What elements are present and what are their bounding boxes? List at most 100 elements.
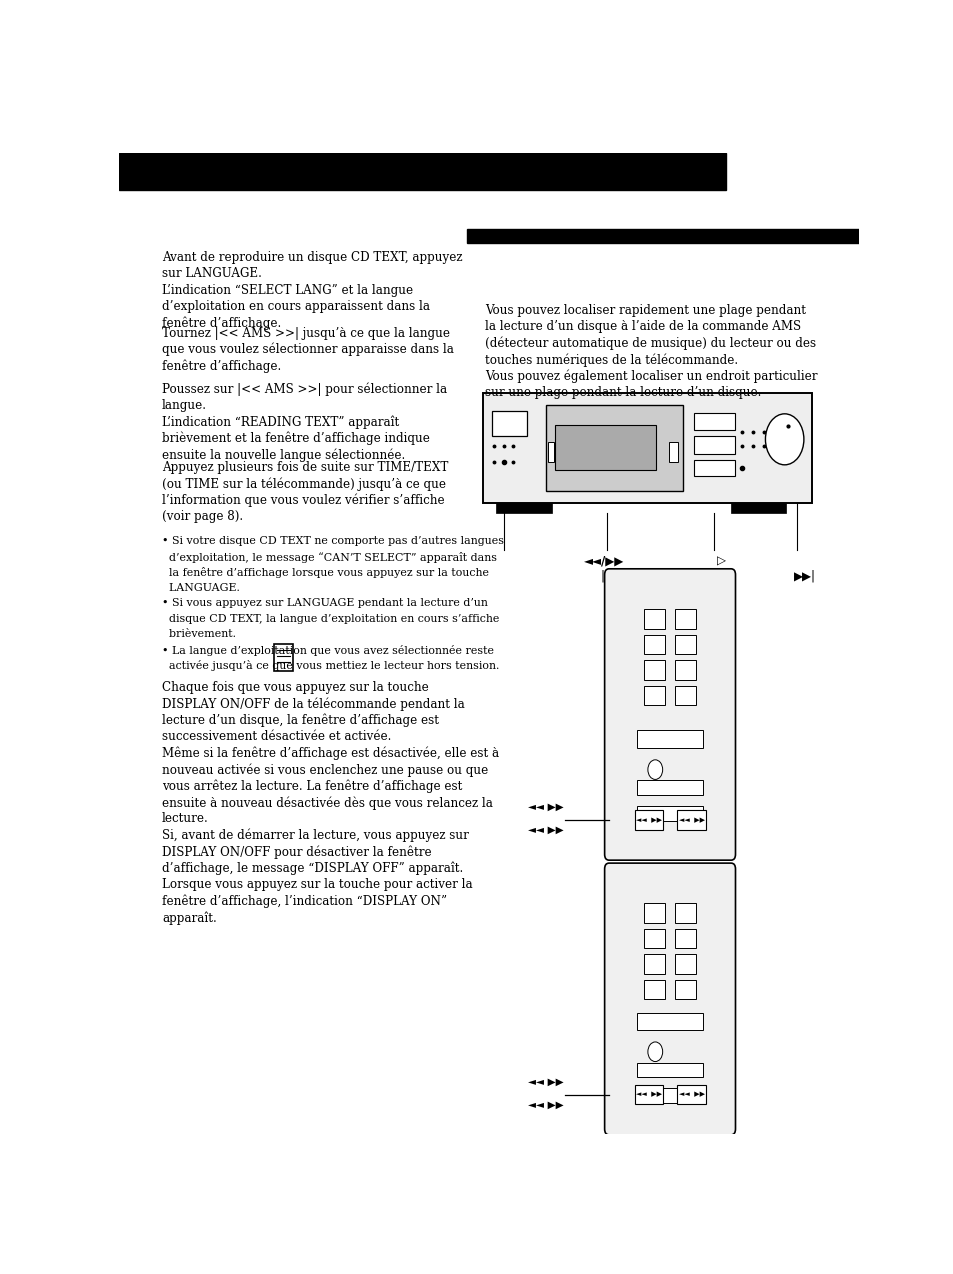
Bar [637, 1088, 702, 1103]
Bar [643, 685, 664, 706]
Text: ◄◄/▶▶: ◄◄/▶▶ [583, 554, 623, 567]
Bar [274, 643, 293, 671]
Text: Avant de reproduire un disque CD TEXT, appuyez: Avant de reproduire un disque CD TEXT, a… [162, 251, 462, 264]
Bar [677, 810, 705, 829]
Bar [643, 929, 664, 948]
Bar [677, 1085, 705, 1105]
Text: ◄◄  ▶▶: ◄◄ ▶▶ [635, 817, 661, 823]
Text: disque CD TEXT, la langue d’exploitation en cours s’affiche: disque CD TEXT, la langue d’exploitation… [162, 614, 499, 624]
Bar [730, 503, 785, 513]
Circle shape [764, 414, 803, 465]
Text: Vous pouvez localiser rapidement une plage pendant: Vous pouvez localiser rapidement une pla… [485, 304, 805, 317]
Text: Même si la fenêtre d’affichage est désactivée, elle est à: Même si la fenêtre d’affichage est désac… [162, 747, 498, 761]
Bar [675, 660, 696, 679]
Bar [634, 810, 662, 829]
FancyBboxPatch shape [604, 568, 735, 860]
Bar [545, 405, 682, 492]
Text: ▶▶|: ▶▶| [793, 569, 815, 582]
Text: la fenêtre d’affichage lorsque vous appuyez sur la touche: la fenêtre d’affichage lorsque vous appu… [162, 567, 489, 578]
Bar [675, 954, 696, 973]
Text: ◄◄ ▶▶: ◄◄ ▶▶ [527, 803, 562, 813]
Bar [637, 1063, 702, 1078]
Text: (voir page 8).: (voir page 8). [162, 511, 243, 524]
Text: que vous voulez sélectionner apparaisse dans la: que vous voulez sélectionner apparaisse … [162, 343, 454, 357]
Text: Chaque fois que vous appuyez sur la touche: Chaque fois que vous appuyez sur la touc… [162, 680, 429, 693]
Bar [637, 781, 702, 795]
Text: Si, avant de démarrer la lecture, vous appuyez sur: Si, avant de démarrer la lecture, vous a… [162, 829, 469, 842]
Text: • Si votre disque CD TEXT ne comporte pas d’autres langues: • Si votre disque CD TEXT ne comporte pa… [162, 536, 503, 547]
Text: ◄◄  ▶▶: ◄◄ ▶▶ [678, 817, 703, 823]
Text: ◄◄  ▶▶: ◄◄ ▶▶ [635, 1092, 661, 1098]
Text: successivement désactivée et activée.: successivement désactivée et activée. [162, 730, 391, 743]
Text: sur LANGUAGE.: sur LANGUAGE. [162, 268, 262, 280]
Text: ▷: ▷ [717, 554, 725, 567]
Text: brièvement et la fenêtre d’affichage indique: brièvement et la fenêtre d’affichage ind… [162, 432, 430, 446]
Text: |◄◄: |◄◄ [599, 569, 621, 582]
Text: L’indication “READING TEXT” apparaît: L’indication “READING TEXT” apparaît [162, 415, 399, 429]
Text: touches numériques de la télécommande.: touches numériques de la télécommande. [485, 353, 738, 367]
Text: activée jusqu’à ce que vous mettiez le lecteur hors tension.: activée jusqu’à ce que vous mettiez le l… [162, 660, 499, 671]
Bar [675, 903, 696, 922]
Text: fenêtre d’affichage.: fenêtre d’affichage. [162, 359, 281, 373]
Bar [554, 424, 656, 470]
Text: vous arrêtez la lecture. La fenêtre d’affichage est: vous arrêtez la lecture. La fenêtre d’af… [162, 780, 462, 792]
Text: Lorsque vous appuyez sur la touche pour activer la: Lorsque vous appuyez sur la touche pour … [162, 878, 473, 892]
Text: (détecteur automatique de musique) du lecteur ou des: (détecteur automatique de musique) du le… [485, 336, 816, 350]
Text: ◄◄ ▶▶: ◄◄ ▶▶ [527, 1099, 562, 1110]
Text: l’information que vous voulez vérifier s’affiche: l’information que vous voulez vérifier s… [162, 494, 444, 507]
Bar [693, 413, 735, 431]
Circle shape [647, 759, 662, 780]
Text: ◄◄ ▶▶: ◄◄ ▶▶ [527, 1077, 562, 1087]
Text: (ou TIME sur la télécommande) jusqu’à ce que: (ou TIME sur la télécommande) jusqu’à ce… [162, 478, 446, 490]
FancyBboxPatch shape [604, 862, 735, 1135]
Text: DISPLAY ON/OFF de la télécommande pendant la: DISPLAY ON/OFF de la télécommande pendan… [162, 697, 464, 711]
Text: L’indication “SELECT LANG” et la langue: L’indication “SELECT LANG” et la langue [162, 284, 413, 297]
Text: d’exploitation, le message “CAN’T SELECT” apparaît dans: d’exploitation, le message “CAN’T SELECT… [162, 552, 497, 563]
Text: apparaît.: apparaît. [162, 911, 216, 925]
Text: Poussez sur |<< AMS >>| pour sélectionner la: Poussez sur |<< AMS >>| pour sélectionne… [162, 382, 447, 396]
Text: ensuite la nouvelle langue sélectionnée.: ensuite la nouvelle langue sélectionnée. [162, 448, 405, 462]
Text: ◄◄ ▶▶: ◄◄ ▶▶ [527, 824, 562, 834]
Bar [675, 980, 696, 1000]
Text: langue.: langue. [162, 399, 207, 412]
Bar [643, 980, 664, 1000]
Bar [675, 929, 696, 948]
Bar [637, 1013, 702, 1031]
Text: DISPLAY ON/OFF pour désactiver la fenêtre: DISPLAY ON/OFF pour désactiver la fenêtr… [162, 846, 432, 859]
Bar [643, 634, 664, 654]
Bar [675, 609, 696, 628]
Text: nouveau activée si vous enclenchez une pause ou que: nouveau activée si vous enclenchez une p… [162, 763, 488, 777]
Text: LANGUAGE.: LANGUAGE. [162, 583, 240, 592]
Circle shape [647, 1042, 662, 1061]
Text: fenêtre d’affichage.: fenêtre d’affichage. [162, 317, 281, 330]
Bar [693, 460, 735, 475]
Bar [547, 442, 554, 462]
Bar [643, 609, 664, 628]
Bar [637, 806, 702, 820]
Bar [643, 660, 664, 679]
Text: la lecture d’un disque à l’aide de la commande AMS: la lecture d’un disque à l’aide de la co… [485, 321, 801, 334]
Bar [119, 153, 724, 190]
Bar [669, 442, 678, 462]
Bar [466, 229, 858, 243]
Bar [643, 903, 664, 922]
Text: Tournez |<< AMS >>| jusqu’à ce que la langue: Tournez |<< AMS >>| jusqu’à ce que la la… [162, 326, 450, 339]
Text: brièvement.: brièvement. [162, 629, 236, 640]
Text: fenêtre d’affichage, l’indication “DISPLAY ON”: fenêtre d’affichage, l’indication “DISPL… [162, 894, 447, 908]
Text: lecture d’un disque, la fenêtre d’affichage est: lecture d’un disque, la fenêtre d’affich… [162, 713, 438, 727]
Bar [637, 730, 702, 748]
Bar [675, 685, 696, 706]
Bar [675, 634, 696, 654]
Bar [643, 954, 664, 973]
Bar [693, 437, 735, 454]
Bar [492, 412, 527, 437]
Text: d’affichage, le message “DISPLAY OFF” apparaît.: d’affichage, le message “DISPLAY OFF” ap… [162, 862, 463, 875]
Text: • La langue d’exploitation que vous avez sélectionnée reste: • La langue d’exploitation que vous avez… [162, 645, 494, 656]
Text: • Si vous appuyez sur LANGUAGE pendant la lecture d’un: • Si vous appuyez sur LANGUAGE pendant l… [162, 599, 488, 609]
Bar [496, 503, 551, 513]
Text: Appuyez plusieurs fois de suite sur TIME/TEXT: Appuyez plusieurs fois de suite sur TIME… [162, 461, 448, 474]
Bar [482, 394, 811, 503]
Text: sur une plage pendant la lecture d’un disque.: sur une plage pendant la lecture d’un di… [485, 386, 760, 399]
Text: lecture.: lecture. [162, 813, 209, 826]
Text: Vous pouvez également localiser un endroit particulier: Vous pouvez également localiser un endro… [485, 369, 817, 383]
